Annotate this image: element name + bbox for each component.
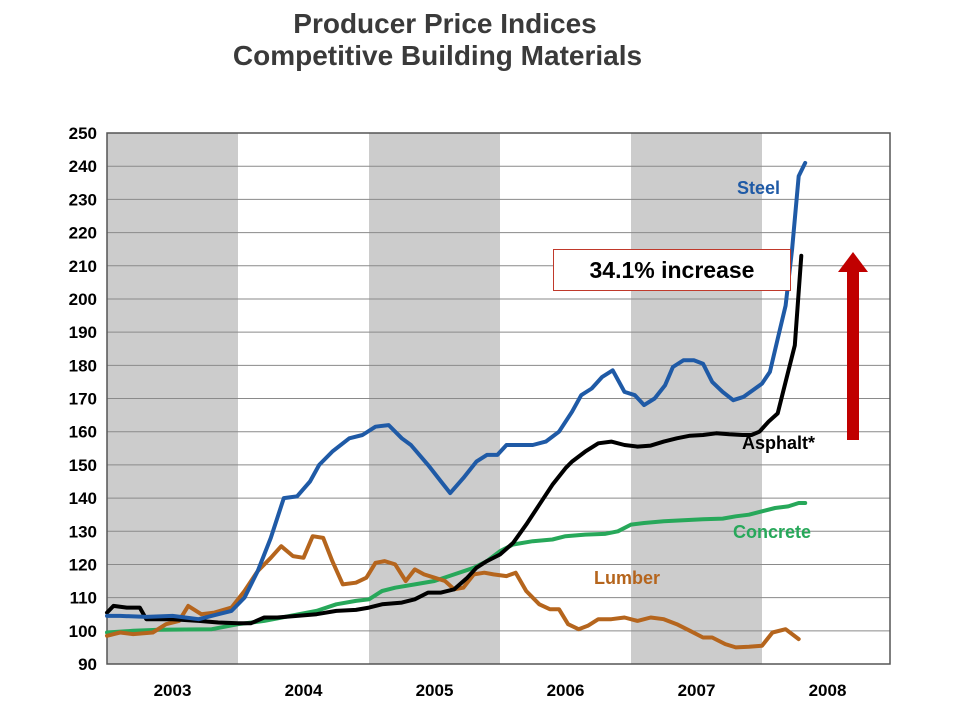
chart-title-block: Producer Price Indices Competitive Build… xyxy=(0,8,960,72)
y-tick-label: 210 xyxy=(69,257,97,276)
y-tick-label: 130 xyxy=(69,522,97,541)
y-tick-label: 190 xyxy=(69,323,97,342)
x-axis-ticks: 2003 2004 2005 2006 2007 2008 xyxy=(154,681,847,700)
y-tick-label: 100 xyxy=(69,622,97,641)
y-axis-ticks: 90 100 110 120 130 140 150 160 170 180 190 200 210 22… xyxy=(69,124,97,674)
y-tick-label: 140 xyxy=(69,489,97,508)
series-label-lumber: Lumber xyxy=(594,568,660,588)
y-tick-label: 170 xyxy=(69,390,97,409)
x-tick-label: 2004 xyxy=(285,681,323,700)
x-tick-label: 2006 xyxy=(547,681,585,700)
x-tick-label: 2005 xyxy=(416,681,454,700)
y-tick-label: 180 xyxy=(69,356,97,375)
series-line-asphalt xyxy=(105,253,804,626)
series-lines xyxy=(105,160,808,650)
y-tick-label: 160 xyxy=(69,423,97,442)
y-tick-label: 200 xyxy=(69,290,97,309)
chart-subtitle: Competitive Building Materials xyxy=(232,40,643,71)
x-tick-label: 2008 xyxy=(809,681,847,700)
increase-callout: 34.1% increase xyxy=(553,249,791,291)
y-tick-label: 90 xyxy=(78,655,97,674)
x-tick-label: 2003 xyxy=(154,681,192,700)
arrow-shaft xyxy=(847,270,859,440)
series-line-steel xyxy=(105,160,808,622)
y-tick-label: 230 xyxy=(69,190,97,209)
series-label-asphalt: Asphalt* xyxy=(742,433,815,453)
chart-title: Producer Price Indices xyxy=(293,8,597,39)
series-label-concrete: Concrete xyxy=(733,522,811,542)
plot-frame xyxy=(106,132,891,665)
x-tick-label: 2007 xyxy=(678,681,716,700)
y-tick-label: 110 xyxy=(70,589,97,608)
y-tick-label: 150 xyxy=(69,456,97,475)
y-tick-label: 240 xyxy=(69,157,97,176)
increase-arrow xyxy=(838,252,868,440)
y-tick-label: 250 xyxy=(69,124,97,143)
series-labels: Steel Asphalt* Concrete Lumber xyxy=(594,178,815,588)
y-tick-label: 220 xyxy=(69,224,97,243)
y-tick-label: 120 xyxy=(69,555,97,574)
series-label-steel: Steel xyxy=(737,178,780,198)
arrow-head xyxy=(838,252,868,272)
